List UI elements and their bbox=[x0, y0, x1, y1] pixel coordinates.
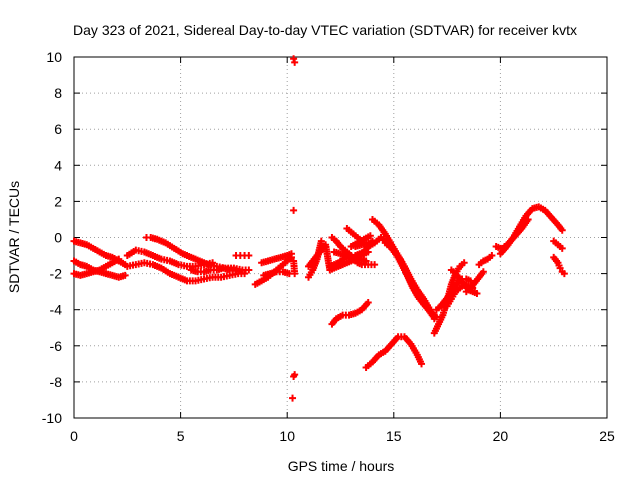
data-point bbox=[558, 244, 566, 252]
y-tick-label: -8 bbox=[50, 374, 63, 390]
data-point bbox=[558, 226, 566, 234]
data-point bbox=[524, 215, 532, 223]
y-tick-label: 6 bbox=[54, 121, 62, 137]
data-point bbox=[479, 268, 487, 276]
data-point bbox=[366, 232, 374, 240]
data-point bbox=[460, 259, 468, 267]
data-point bbox=[556, 264, 564, 272]
y-tick-label: -2 bbox=[50, 266, 63, 282]
data-point bbox=[241, 270, 249, 278]
x-tick-label: 0 bbox=[70, 428, 78, 444]
data-point bbox=[364, 298, 372, 306]
chart-title: Day 323 of 2021, Sidereal Day-to-day VTE… bbox=[73, 22, 577, 38]
data-point bbox=[473, 289, 481, 297]
y-tick-label: 2 bbox=[54, 193, 62, 209]
data-point bbox=[290, 55, 298, 63]
y-tick-label: -6 bbox=[50, 338, 63, 354]
data-point bbox=[560, 270, 568, 278]
data-point bbox=[488, 252, 496, 260]
data-point bbox=[418, 360, 426, 368]
data-point bbox=[289, 394, 297, 402]
data-point bbox=[121, 271, 129, 279]
data-point bbox=[245, 266, 253, 274]
y-tick-label: 0 bbox=[54, 230, 62, 246]
data-markers bbox=[70, 55, 568, 402]
x-tick-label: 10 bbox=[279, 428, 295, 444]
y-tick-label: 8 bbox=[54, 85, 62, 101]
grid-lines bbox=[74, 57, 607, 418]
x-axis-label: GPS time / hours bbox=[288, 458, 395, 474]
data-point bbox=[290, 206, 298, 214]
y-tick-label: 10 bbox=[46, 49, 62, 65]
data-point bbox=[245, 252, 253, 260]
data-point bbox=[362, 257, 370, 265]
axis-ticks: 0 5 10 15 20 25 -10 -8 -6 -4 -2 0 2 4 6 8 10 bbox=[42, 49, 615, 444]
data-point bbox=[291, 270, 299, 278]
data-point bbox=[232, 266, 240, 274]
x-tick-label: 20 bbox=[493, 428, 509, 444]
y-tick-label: -10 bbox=[42, 410, 62, 426]
y-tick-label: 4 bbox=[54, 157, 62, 173]
data-point bbox=[287, 250, 295, 258]
x-tick-label: 5 bbox=[177, 428, 185, 444]
data-point bbox=[317, 237, 325, 245]
y-tick-label: -4 bbox=[50, 302, 63, 318]
y-axis-label: SDTVAR / TECUs bbox=[6, 181, 22, 293]
data-point bbox=[371, 261, 379, 269]
data-point bbox=[291, 58, 299, 66]
data-point bbox=[290, 372, 298, 380]
x-tick-label: 15 bbox=[386, 428, 402, 444]
data-point bbox=[115, 255, 123, 263]
x-tick-label: 25 bbox=[599, 428, 615, 444]
